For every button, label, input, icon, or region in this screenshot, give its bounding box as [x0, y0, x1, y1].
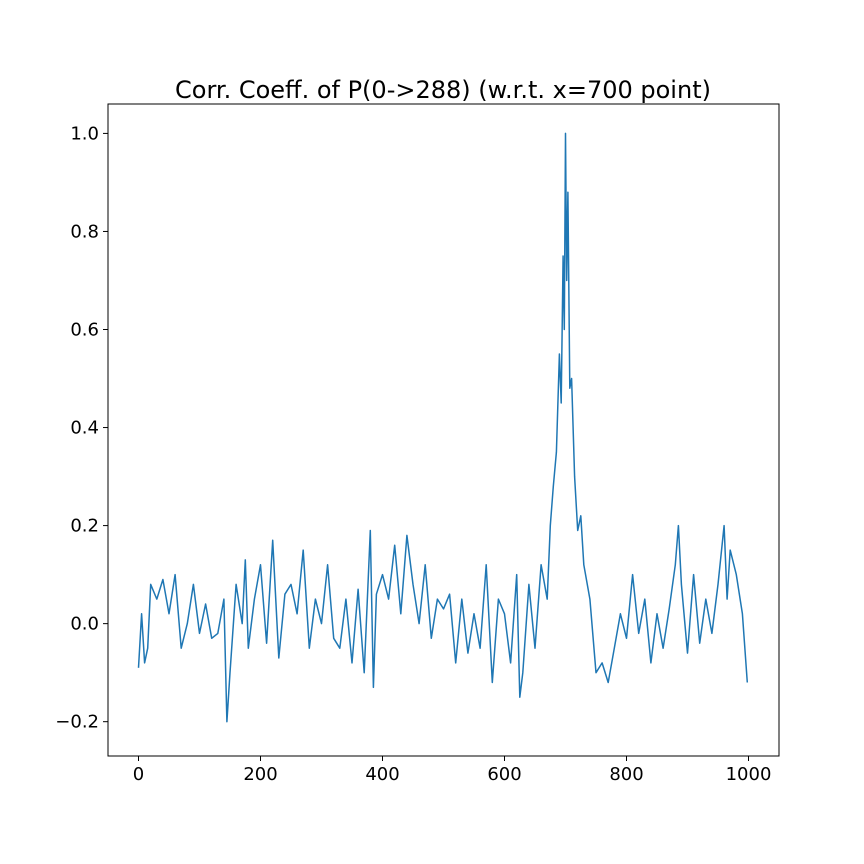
series-line-0	[137, 132, 749, 723]
x-tick-label: 0	[133, 764, 144, 785]
x-tick-label: 200	[243, 764, 277, 785]
y-tick-label: 0.2	[70, 516, 99, 537]
y-tick-label: 0.8	[70, 221, 99, 242]
x-tick-label: 600	[487, 764, 521, 785]
y-tick-label: 0.6	[70, 320, 99, 341]
chart-title: Corr. Coeff. of P(0->288) (w.r.t. x=700 …	[175, 76, 711, 104]
x-tick-label: 400	[365, 764, 399, 785]
axes: 0 200 400 600 800 1000 −0.2 0.0 0.2 0.4 0.6 0.8 1.0	[55, 103, 780, 785]
plot-area	[137, 132, 749, 723]
y-tick-label: 1.0	[70, 123, 99, 144]
x-tick-label: 800	[609, 764, 643, 785]
axes-frame	[107, 103, 780, 757]
x-tick-label: 1000	[726, 764, 772, 785]
y-tick-label: 0.0	[70, 614, 99, 635]
y-tick-label: 0.4	[70, 418, 99, 439]
y-tick-label: −0.2	[55, 712, 99, 733]
